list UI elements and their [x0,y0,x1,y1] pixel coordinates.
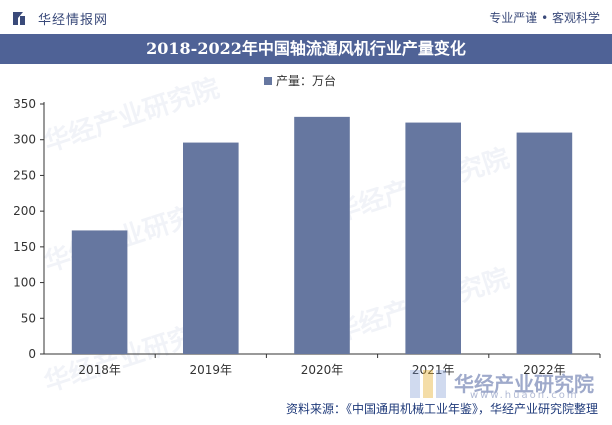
bar [183,142,239,354]
corner-watermark-logo: 华经产业研究院 www.huaon.com [410,364,610,401]
y-tick-label: 200 [13,204,36,218]
watermark-logo-icon [423,370,433,398]
y-tick-label: 100 [13,276,36,290]
title-bar: 2018-2022年中国轴流通风机行业产量变化 [0,34,612,64]
y-tick-label: 250 [13,168,36,182]
bar [294,116,350,354]
y-tick-label: 50 [21,311,36,325]
y-tick-label: 150 [13,240,36,254]
top-bar: 华经情报网 专业严谨 • 客观科学 [0,0,612,34]
x-tick-label: 2021年 [412,363,455,377]
source-note: 资料来源：《中国通用机械工业年鉴》，华经产业研究院整理 [285,402,598,416]
bar-logo-icon [13,12,25,25]
x-tick-label: 2018年 [78,363,121,377]
legend-label: 产量：万台 [276,74,337,88]
y-tick-label: 0 [28,347,36,361]
tagline: 专业严谨 • 客观科学 [489,11,600,25]
brand-name: 华经情报网 [38,13,109,28]
bar [405,122,461,354]
chart-legend: 产量：万台 [264,72,336,89]
watermark-logo-icon [436,370,446,398]
x-tick-label: 2022年 [523,363,566,377]
y-tick-label: 350 [13,97,36,111]
watermark-logo-icon [410,370,420,398]
corner-watermark-text: 华经产业研究院 [454,372,594,396]
x-tick-label: 2020年 [301,363,344,377]
x-tick-label: 2019年 [190,363,233,377]
legend-swatch [264,77,272,85]
y-tick-label: 300 [13,133,36,147]
bar [71,230,128,354]
corner-watermark-url: www.huaon.com [470,390,579,401]
chart-title: 2018-2022年中国轴流通风机行业产量变化 [146,39,466,58]
bar [516,132,573,354]
